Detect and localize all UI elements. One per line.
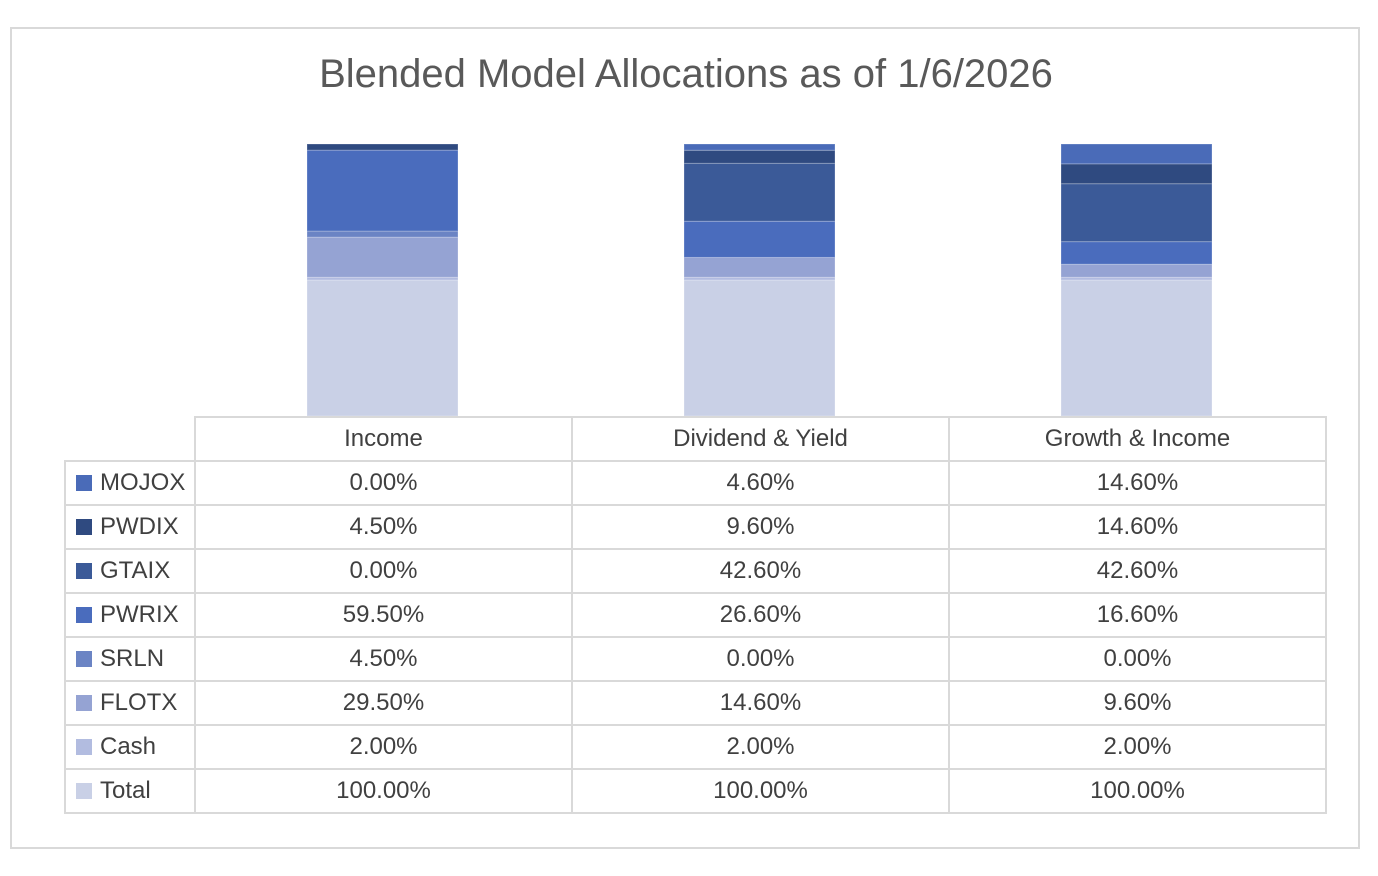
table-row: FLOTX 29.50% 14.60% 9.60% xyxy=(64,680,1327,726)
legend-swatch xyxy=(76,783,92,799)
data-label-pwdix-1: 4.50% xyxy=(194,504,573,550)
table-row: GTAIX 0.00% 42.60% 42.60% xyxy=(64,548,1327,594)
bar-segment-mojox-2 xyxy=(683,143,836,151)
series-name: Total xyxy=(100,777,151,804)
data-label-gtaix-3: 42.60% xyxy=(948,548,1327,594)
legend-swatch xyxy=(76,695,92,711)
bar-segment-flotx-3 xyxy=(1060,263,1213,278)
legend-swatch xyxy=(76,519,92,535)
bar-segment-gtaix-2 xyxy=(683,162,836,222)
legend-swatch xyxy=(76,651,92,667)
table-row: SRLN 4.50% 0.00% 0.00% xyxy=(64,636,1327,682)
series-name: SRLN xyxy=(100,645,165,672)
table-row: MOJOX 0.00% 4.60% 14.60% xyxy=(64,460,1327,506)
data-label-cash-2: 2.00% xyxy=(571,724,950,770)
series-name: FLOTX xyxy=(100,689,178,716)
data-label-mojox-2: 4.60% xyxy=(571,460,950,506)
series-name: GTAIX xyxy=(100,557,171,584)
data-label-pwrix-2: 26.60% xyxy=(571,592,950,638)
bar-segment-pwdix-2 xyxy=(683,149,836,164)
table-row: Cash 2.00% 2.00% 2.00% xyxy=(64,724,1327,770)
legend-entry-pwdix: PWDIX xyxy=(64,504,196,550)
bar-segment-total-2 xyxy=(683,279,836,417)
legend-swatch xyxy=(76,607,92,623)
legend-swatch xyxy=(76,739,92,755)
category-label-3: Growth & Income xyxy=(948,416,1327,462)
data-label-pwrix-1: 59.50% xyxy=(194,592,573,638)
bar-segment-flotx-1 xyxy=(306,236,459,278)
data-label-gtaix-1: 0.00% xyxy=(194,548,573,594)
bar-segment-pwrix-2 xyxy=(683,220,836,258)
bar-segment-gtaix-3 xyxy=(1060,183,1213,243)
series-name: PWDIX xyxy=(100,513,179,540)
bar-segment-flotx-2 xyxy=(683,256,836,278)
legend-swatch xyxy=(76,563,92,579)
data-label-srln-3: 0.00% xyxy=(948,636,1327,682)
bar-segment-pwdix-3 xyxy=(1060,163,1213,185)
bar-segment-mojox-3 xyxy=(1060,143,1213,165)
data-label-cash-1: 2.00% xyxy=(194,724,573,770)
table-row: Total 100.00% 100.00% 100.00% xyxy=(64,768,1327,814)
legend-entry-pwrix: PWRIX xyxy=(64,592,196,638)
data-label-cash-3: 2.00% xyxy=(948,724,1327,770)
data-label-gtaix-2: 42.60% xyxy=(571,548,950,594)
data-label-flotx-1: 29.50% xyxy=(194,680,573,726)
table-corner xyxy=(65,417,196,462)
data-label-srln-1: 4.50% xyxy=(194,636,573,682)
category-label-2: Dividend & Yield xyxy=(571,416,950,462)
data-label-srln-2: 0.00% xyxy=(571,636,950,682)
data-label-total-1: 100.00% xyxy=(194,768,573,814)
bar-segment-total-3 xyxy=(1060,279,1213,417)
bar-segment-pwdix-1 xyxy=(306,143,459,151)
data-label-total-2: 100.00% xyxy=(571,768,950,814)
data-label-mojox-1: 0.00% xyxy=(194,460,573,506)
legend-entry-flotx: FLOTX xyxy=(64,680,196,726)
series-name: Cash xyxy=(100,733,157,760)
data-label-pwrix-3: 16.60% xyxy=(948,592,1327,638)
data-label-pwdix-3: 14.60% xyxy=(948,504,1327,550)
data-table: Income Dividend & Yield Growth & Income MOJ… xyxy=(64,416,1327,814)
legend-entry-gtaix: GTAIX xyxy=(64,548,196,594)
data-label-flotx-2: 14.60% xyxy=(571,680,950,726)
legend-entry-cash: Cash xyxy=(64,724,196,770)
data-label-flotx-3: 9.60% xyxy=(948,680,1327,726)
legend-entry-total: Total xyxy=(64,768,196,814)
legend-entry-mojox: MOJOX xyxy=(64,460,196,506)
bar-segment-srln-1 xyxy=(306,230,459,238)
chart-title: Blended Model Allocations as of 1/6/2026 xyxy=(319,52,1053,96)
bar-segment-total-1 xyxy=(306,279,459,417)
legend-swatch xyxy=(76,475,92,491)
series-name: PWRIX xyxy=(100,601,179,628)
data-label-total-3: 100.00% xyxy=(948,768,1327,814)
bar-segment-pwrix-1 xyxy=(306,149,459,232)
data-label-pwdix-2: 9.60% xyxy=(571,504,950,550)
bar-segment-pwrix-3 xyxy=(1060,241,1213,265)
table-header-row: Income Dividend & Yield Growth & Income xyxy=(65,416,1327,462)
legend-entry-srln: SRLN xyxy=(64,636,196,682)
table-row: PWDIX 4.50% 9.60% 14.60% xyxy=(64,504,1327,550)
data-label-mojox-3: 14.60% xyxy=(948,460,1327,506)
table-row: PWRIX 59.50% 26.60% 16.60% xyxy=(64,592,1327,638)
category-label-1: Income xyxy=(194,416,573,462)
series-name: MOJOX xyxy=(100,469,186,496)
